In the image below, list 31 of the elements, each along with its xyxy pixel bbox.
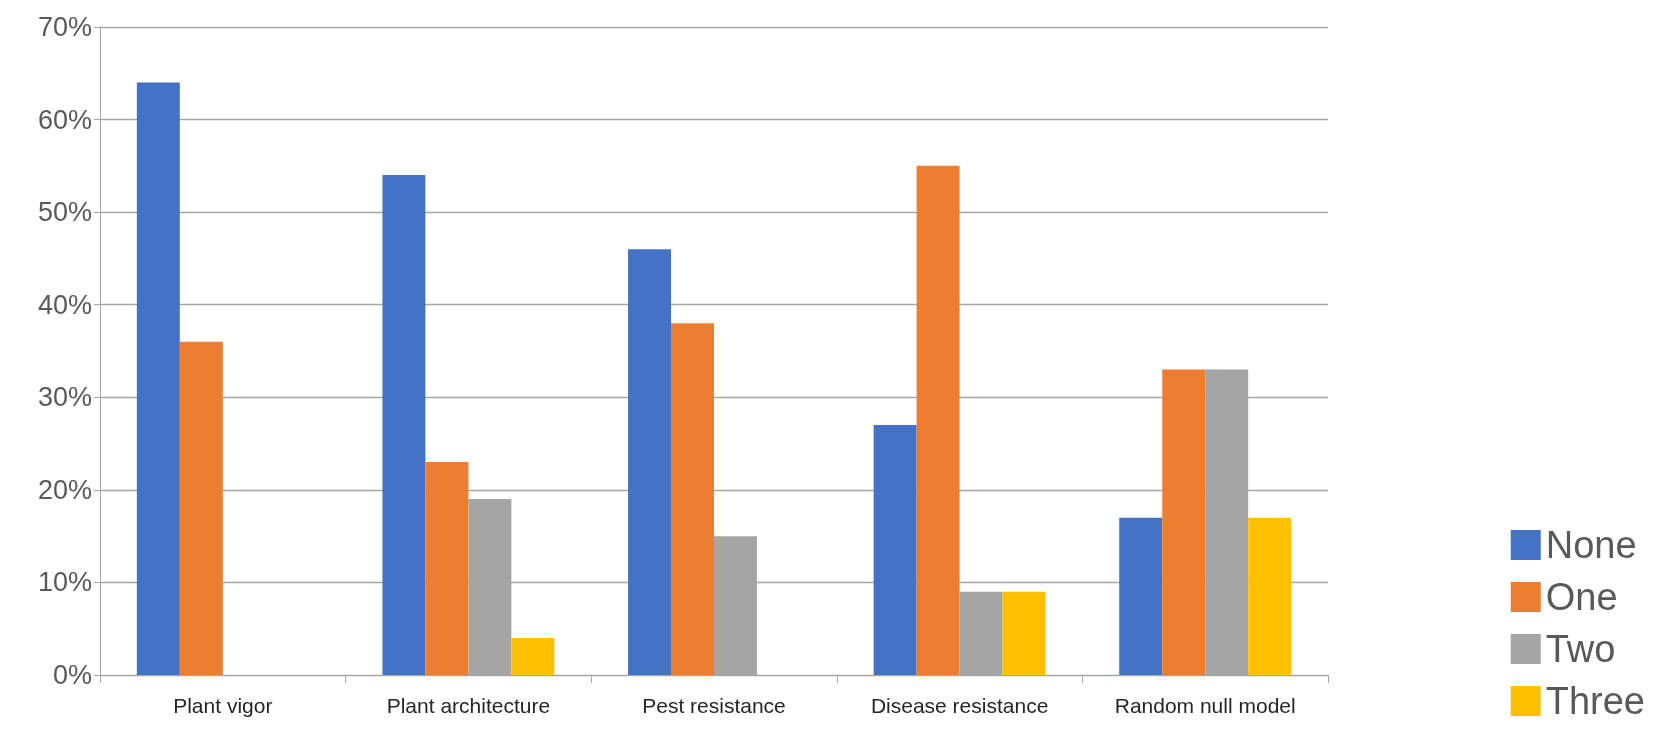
y-tick-label: 60%	[37, 104, 92, 135]
y-tick-label: 30%	[37, 382, 92, 413]
bar	[1162, 369, 1206, 675]
x-tick-label: Plant vigor	[173, 694, 273, 717]
legend-label: Two	[1545, 628, 1616, 670]
x-tick-label: Pest resistance	[642, 694, 786, 717]
x-tick-label: Disease resistance	[870, 694, 1049, 717]
bar	[382, 175, 426, 675]
bar	[136, 82, 180, 675]
legend-label: None	[1545, 524, 1637, 566]
y-tick-label: 0%	[52, 660, 92, 690]
y-tick-label: 20%	[37, 474, 92, 505]
bar	[511, 637, 555, 675]
bar	[628, 249, 672, 675]
bar	[916, 165, 960, 675]
legend-label: One	[1545, 576, 1618, 618]
x-tick-label: Plant architecture	[386, 694, 551, 717]
bar	[959, 591, 1003, 675]
x-tick-label: Random null model	[1114, 694, 1296, 717]
y-tick-label: 70%	[37, 12, 92, 42]
bar	[1002, 591, 1046, 675]
y-tick-label: 40%	[37, 289, 92, 320]
bar	[671, 323, 714, 675]
bar	[425, 462, 469, 675]
bar	[179, 341, 223, 675]
y-tick-label: 50%	[37, 197, 92, 228]
y-tick-label: 10%	[37, 567, 92, 598]
bar	[1248, 517, 1292, 675]
bar	[1119, 517, 1163, 675]
legend-label: Three	[1545, 680, 1646, 722]
bar	[873, 425, 917, 675]
